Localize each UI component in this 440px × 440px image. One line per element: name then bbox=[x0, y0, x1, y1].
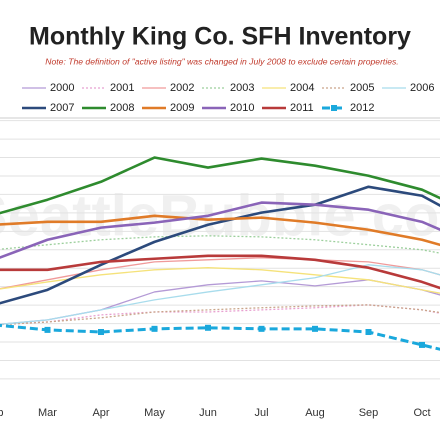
series-line bbox=[0, 235, 440, 254]
legend-label: 2000 bbox=[50, 82, 74, 94]
series-line bbox=[0, 156, 440, 215]
x-tick-label: Apr bbox=[92, 407, 109, 419]
series-marker bbox=[365, 329, 372, 336]
legend-label: 2006 bbox=[410, 82, 434, 94]
series-line bbox=[0, 304, 440, 326]
legend-marker bbox=[331, 105, 337, 111]
legend-label: 2010 bbox=[230, 102, 254, 114]
series-marker bbox=[44, 326, 51, 333]
chart-note: Note: The definition of "active listing"… bbox=[45, 56, 398, 66]
series-marker bbox=[258, 325, 265, 332]
legend-label: 2002 bbox=[170, 82, 194, 94]
x-tick-label: Feb bbox=[0, 407, 3, 419]
series-marker bbox=[151, 325, 158, 332]
legend-label: 2012 bbox=[350, 102, 374, 114]
legend-label: 2003 bbox=[230, 82, 254, 94]
series-line bbox=[0, 254, 440, 290]
series-line bbox=[0, 323, 440, 351]
legend-label: 2011 bbox=[290, 102, 314, 114]
series-marker bbox=[98, 329, 104, 336]
series-line bbox=[0, 264, 440, 325]
legend-label: 2007 bbox=[50, 102, 74, 114]
series-line bbox=[0, 214, 440, 247]
legend-label: 2004 bbox=[290, 82, 314, 94]
x-tick-label: Jun bbox=[199, 407, 217, 419]
legend-label: 2008 bbox=[110, 102, 134, 114]
x-tick-label: May bbox=[144, 407, 165, 419]
legend-label: 2005 bbox=[350, 82, 374, 94]
legend-label: 2001 bbox=[110, 82, 134, 94]
x-tick-label: Oct bbox=[413, 407, 430, 419]
series-line bbox=[0, 304, 440, 326]
x-tick-label: Sep bbox=[359, 407, 379, 419]
plot-area bbox=[0, 156, 440, 351]
series-line bbox=[0, 201, 440, 259]
x-tick-label: Jul bbox=[254, 407, 268, 419]
series-marker bbox=[205, 324, 211, 331]
series-marker bbox=[419, 341, 425, 348]
series-marker bbox=[312, 325, 318, 332]
x-tick-label: Aug bbox=[305, 407, 325, 419]
chart-title: Monthly King Co. SFH Inventory bbox=[29, 23, 411, 51]
series-line bbox=[0, 257, 440, 290]
legend-label: 2009 bbox=[170, 102, 194, 114]
x-tick-label: Mar bbox=[38, 407, 57, 419]
